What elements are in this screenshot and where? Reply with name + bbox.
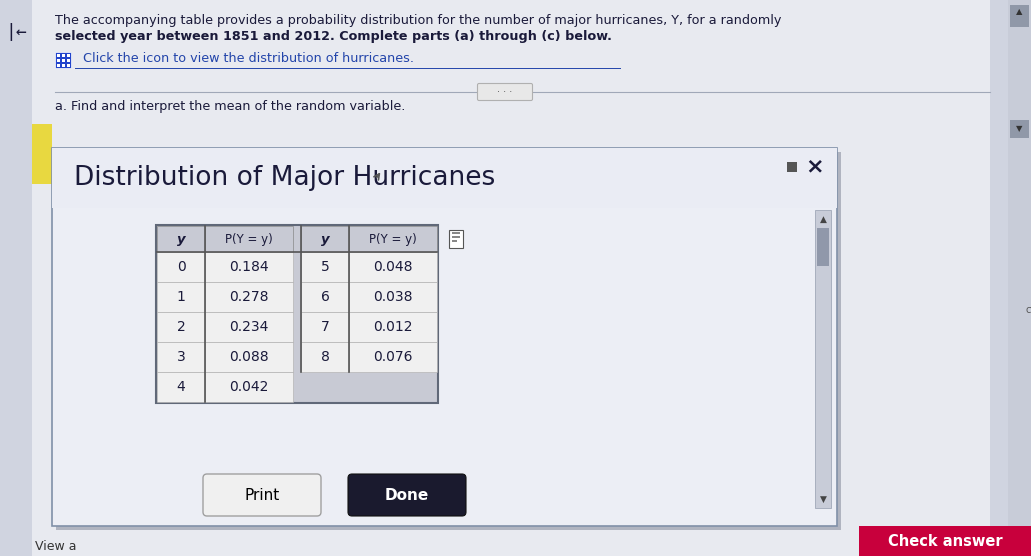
- Bar: [1008, 0, 1031, 556]
- Bar: [452, 232, 460, 234]
- Text: Distribution of Major Hurricanes: Distribution of Major Hurricanes: [74, 165, 495, 191]
- Text: 0.184: 0.184: [229, 260, 269, 274]
- Text: |←: |←: [5, 23, 27, 41]
- Bar: [57, 54, 60, 57]
- Bar: [787, 162, 797, 172]
- Text: selected year between 1851 and 2012. Complete parts (a) through (c) below.: selected year between 1851 and 2012. Com…: [55, 30, 611, 43]
- FancyBboxPatch shape: [859, 526, 1031, 556]
- Bar: [57, 64, 60, 67]
- Bar: [1010, 120, 1029, 138]
- Text: 0.042: 0.042: [229, 380, 269, 394]
- Bar: [62, 64, 65, 67]
- Bar: [67, 54, 70, 57]
- Text: Click the icon to view the distribution of hurricanes.: Click the icon to view the distribution …: [75, 52, 414, 65]
- Text: P(Y = y): P(Y = y): [369, 232, 417, 246]
- Bar: [52, 148, 837, 526]
- FancyBboxPatch shape: [203, 474, 321, 516]
- FancyBboxPatch shape: [348, 474, 466, 516]
- Bar: [56, 152, 841, 530]
- Text: P(Y = y): P(Y = y): [225, 232, 273, 246]
- Bar: [205, 372, 293, 402]
- Bar: [157, 372, 205, 402]
- Bar: [350, 252, 437, 282]
- Text: a. Find and interpret the mean of the random variable.: a. Find and interpret the mean of the ra…: [55, 100, 405, 113]
- Bar: [301, 226, 350, 252]
- Bar: [157, 252, 205, 282]
- Bar: [452, 240, 457, 242]
- Bar: [350, 342, 437, 372]
- Bar: [62, 59, 65, 62]
- Bar: [67, 59, 70, 62]
- Bar: [350, 312, 437, 342]
- Bar: [205, 312, 293, 342]
- FancyBboxPatch shape: [477, 83, 532, 101]
- Bar: [62, 54, 65, 57]
- Text: 7: 7: [321, 320, 329, 334]
- Text: · · ·: · · ·: [497, 87, 512, 97]
- Bar: [1010, 5, 1029, 27]
- Bar: [452, 236, 460, 238]
- Bar: [0, 0, 32, 556]
- Bar: [990, 0, 1031, 556]
- Bar: [205, 342, 293, 372]
- Text: ▲: ▲: [820, 215, 827, 224]
- Text: 2: 2: [176, 320, 186, 334]
- Bar: [301, 342, 350, 372]
- Bar: [157, 312, 205, 342]
- Bar: [301, 312, 350, 342]
- Bar: [52, 148, 837, 208]
- Text: ×: ×: [805, 156, 825, 176]
- Bar: [817, 228, 829, 266]
- Bar: [32, 124, 52, 184]
- Bar: [67, 64, 70, 67]
- Text: 0.278: 0.278: [229, 290, 269, 304]
- Bar: [157, 282, 205, 312]
- Bar: [205, 226, 293, 252]
- Bar: [205, 252, 293, 282]
- Text: ct: ct: [1026, 305, 1031, 315]
- Text: 0: 0: [176, 260, 186, 274]
- Text: 4: 4: [176, 380, 186, 394]
- Text: 1: 1: [176, 290, 186, 304]
- Bar: [205, 282, 293, 312]
- Text: 8: 8: [321, 350, 330, 364]
- Text: ▼: ▼: [820, 494, 827, 504]
- Text: 0.234: 0.234: [229, 320, 269, 334]
- Text: The accompanying table provides a probability distribution for the number of maj: The accompanying table provides a probab…: [55, 14, 781, 27]
- Bar: [301, 282, 350, 312]
- Text: 0.012: 0.012: [373, 320, 412, 334]
- Text: 0.048: 0.048: [373, 260, 412, 274]
- Text: 0.038: 0.038: [373, 290, 412, 304]
- Bar: [156, 225, 438, 403]
- Text: 6: 6: [321, 290, 330, 304]
- Bar: [301, 252, 350, 282]
- Text: 3: 3: [176, 350, 186, 364]
- Text: ▼: ▼: [1016, 125, 1023, 133]
- Bar: [814, 210, 831, 508]
- Bar: [57, 59, 60, 62]
- Bar: [350, 226, 437, 252]
- Text: 5: 5: [321, 260, 329, 274]
- Bar: [350, 282, 437, 312]
- Bar: [157, 342, 205, 372]
- Text: ▲: ▲: [1016, 7, 1023, 17]
- Text: y: y: [321, 232, 329, 246]
- Text: Check answer: Check answer: [888, 534, 1002, 549]
- Text: Print: Print: [244, 488, 279, 503]
- Bar: [448, 230, 463, 248]
- Text: 0.076: 0.076: [373, 350, 412, 364]
- Text: View a: View a: [35, 539, 76, 553]
- Bar: [55, 52, 71, 68]
- Text: Done: Done: [385, 488, 429, 503]
- Text: y: y: [176, 232, 186, 246]
- Text: 0.088: 0.088: [229, 350, 269, 364]
- Bar: [157, 226, 205, 252]
